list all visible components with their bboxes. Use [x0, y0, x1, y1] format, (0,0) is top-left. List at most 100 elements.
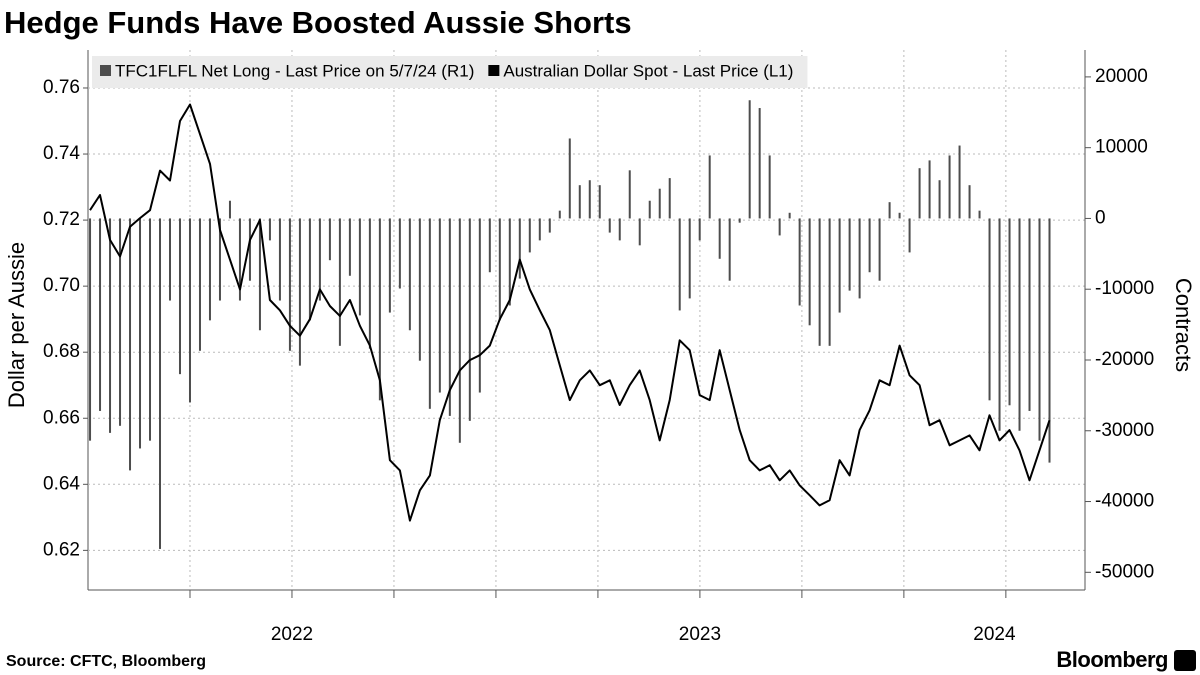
bar [1028, 218, 1031, 411]
bar [548, 218, 551, 233]
y2-axis-title: Contracts [1171, 278, 1196, 372]
bar [119, 218, 122, 426]
bar [228, 200, 231, 219]
chart-title: Hedge Funds Have Boosted Aussie Shorts [4, 5, 632, 40]
bar [808, 218, 811, 326]
line [89, 103, 1051, 522]
bar [558, 210, 561, 219]
y-tick-label: 0.70 [43, 275, 80, 296]
bar [498, 218, 501, 321]
bar [928, 160, 931, 219]
bar [828, 218, 831, 346]
bar [368, 218, 371, 349]
bar [298, 218, 301, 366]
bar [149, 218, 152, 441]
legend-swatch [488, 65, 500, 76]
bar [1048, 218, 1051, 463]
bar [998, 218, 1001, 431]
bar [728, 218, 731, 281]
bar [89, 218, 92, 441]
y2-tick-label: -40000 [1095, 491, 1154, 512]
bar [188, 218, 191, 403]
bar [628, 170, 631, 219]
y2-tick-label: 20000 [1095, 66, 1148, 87]
bar [778, 218, 781, 236]
bar [178, 218, 181, 375]
bar [258, 218, 261, 331]
bar [508, 218, 511, 306]
bar [638, 218, 641, 246]
bar [418, 218, 421, 361]
bar [898, 212, 901, 219]
bar [358, 218, 361, 316]
bar [159, 218, 162, 549]
bar [208, 218, 211, 321]
bar [708, 155, 711, 219]
y-tick-label: 0.76 [43, 77, 80, 98]
y2-tick-label: -30000 [1095, 420, 1154, 441]
bar [338, 218, 341, 346]
bar [978, 210, 981, 219]
bar [958, 145, 961, 219]
bar [448, 218, 451, 416]
brand-icon [1174, 650, 1196, 671]
bar [798, 218, 801, 306]
bar [168, 218, 171, 301]
bar [908, 218, 911, 253]
y-axis-title: Dollar per Aussie [4, 242, 29, 408]
bar [518, 218, 521, 279]
bar [318, 218, 321, 301]
brand-logo: Bloomberg [1056, 647, 1168, 672]
bar [738, 218, 741, 223]
x-tick-label: 2022 [271, 624, 313, 645]
bar [308, 218, 311, 321]
bar [348, 218, 351, 276]
bar [478, 218, 481, 393]
bar [388, 218, 391, 313]
bar [99, 218, 102, 411]
y-tick-label: 0.66 [43, 407, 80, 428]
bar [758, 108, 761, 219]
bar [848, 218, 851, 291]
bar [938, 180, 941, 219]
bar [218, 218, 221, 301]
bar [588, 180, 591, 219]
bar [488, 218, 491, 273]
bar [688, 218, 691, 299]
x-tick-label: 2024 [973, 624, 1016, 645]
bar [109, 218, 112, 433]
x-tick-label: 2023 [679, 624, 721, 645]
bar [788, 212, 791, 219]
bar [648, 200, 651, 219]
bar [988, 218, 991, 401]
bar [528, 218, 531, 253]
legend-label: Australian Dollar Spot - Last Price (L1) [503, 61, 793, 80]
y2-tick-label: -50000 [1095, 561, 1154, 582]
bar [378, 218, 381, 401]
bar [288, 218, 291, 351]
bar [248, 218, 251, 281]
bar [428, 218, 431, 409]
bar [598, 185, 601, 219]
bar [658, 188, 661, 219]
bar [129, 218, 132, 471]
bar [858, 218, 861, 299]
y2-tick-label: 0 [1095, 207, 1106, 228]
bar [608, 218, 611, 233]
bar [1018, 218, 1021, 431]
y2-tick-label: 10000 [1095, 137, 1148, 158]
bar [878, 218, 881, 281]
bar [468, 218, 471, 421]
source-note: Source: CFTC, Bloomberg [6, 653, 206, 670]
legend-label: TFC1FLFL Net Long - Last Price on 5/7/24… [115, 61, 474, 80]
bar [668, 178, 671, 219]
bar [918, 168, 921, 219]
bar [1038, 218, 1041, 441]
bar [398, 218, 401, 289]
bar [408, 218, 411, 331]
bar [1008, 218, 1011, 406]
bar [698, 218, 701, 241]
bar [948, 155, 951, 219]
bar [238, 218, 241, 301]
